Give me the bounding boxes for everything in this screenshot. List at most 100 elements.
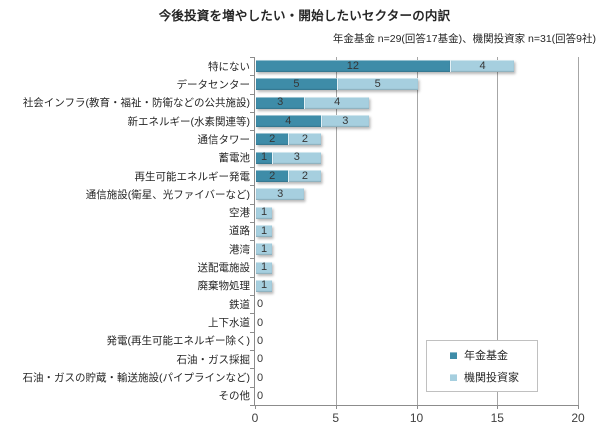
- y-axis-tick: [250, 350, 255, 352]
- y-axis-tick: [250, 276, 255, 278]
- category-label: 石油・ガス採掘: [176, 353, 251, 366]
- value-label: 4: [334, 96, 341, 109]
- y-axis-tick: [250, 111, 255, 113]
- category-label: 石油・ガスの貯蔵・輸送施設(パイプラインなど): [22, 372, 251, 385]
- legend-item-pension-funds: 年金基金: [450, 347, 537, 363]
- zero-value-label: 0: [257, 334, 264, 347]
- value-label: 5: [293, 77, 300, 90]
- legend-label-pension-funds: 年金基金: [464, 350, 508, 362]
- zero-value-label: 0: [257, 298, 264, 311]
- x-axis-tick-label: 0: [251, 411, 259, 425]
- y-axis-tick: [250, 148, 255, 150]
- bar-segment-institutional-investors: 1: [256, 206, 273, 219]
- bar-row: 3: [256, 187, 305, 201]
- y-axis-tick: [250, 221, 255, 223]
- zero-value-label: 0: [257, 389, 264, 402]
- x-axis: [254, 405, 579, 406]
- category-label: 発電(再生可能エネルギー除く): [106, 335, 251, 348]
- bar-segment-institutional-investors: 4: [449, 59, 515, 73]
- y-axis-tick: [250, 386, 255, 388]
- bar-segment-institutional-investors: 1: [256, 224, 273, 237]
- zero-value-label: 0: [257, 371, 264, 384]
- bar-segment-institutional-investors: 4: [304, 96, 370, 109]
- bar-row: 12 4: [256, 59, 515, 73]
- x-axis-tick: [416, 405, 418, 409]
- category-label: 道路: [229, 225, 250, 238]
- category-label: 再生可能エネルギー発電: [134, 170, 251, 183]
- y-axis-tick: [250, 57, 255, 58]
- value-label: 4: [479, 59, 486, 72]
- category-label: 新エネルギー(水素関連等): [127, 115, 251, 128]
- value-label: 1: [261, 242, 268, 255]
- value-label: 12: [346, 59, 360, 72]
- category-label: 通信タワー: [197, 133, 251, 146]
- bar-segment-institutional-investors: 1: [256, 279, 273, 292]
- value-label: 1: [261, 224, 268, 237]
- institutional-investors-swatch-icon: [450, 373, 457, 381]
- bar-segment-institutional-investors: 1: [256, 261, 273, 274]
- category-label: データセンター: [176, 78, 251, 91]
- chart-title: 今後投資を増やしたい・開始したいセクターの内訳: [158, 9, 451, 23]
- y-axis-tick: [250, 313, 255, 315]
- bar-segment-institutional-investors: 2: [288, 169, 321, 183]
- x-axis-tick-label: 15: [490, 411, 504, 425]
- value-label: 5: [374, 77, 381, 90]
- x-axis-tick: [255, 405, 256, 409]
- value-label: 3: [293, 151, 300, 164]
- y-axis: [254, 57, 255, 406]
- y-axis-tick: [250, 130, 255, 132]
- x-axis-tick: [335, 405, 337, 409]
- bar-segment-institutional-investors: 3: [256, 187, 305, 201]
- gridline: [578, 57, 579, 405]
- value-label: 3: [277, 187, 284, 200]
- y-axis-tick: [250, 405, 255, 406]
- gridline: [416, 57, 418, 405]
- x-axis-tick: [578, 405, 579, 409]
- bar-segment-pension-funds: 1: [256, 151, 273, 164]
- bar-segment-institutional-investors: 3: [320, 114, 370, 128]
- value-label: 3: [342, 114, 349, 127]
- bar-row: 1: [256, 206, 273, 219]
- bar-segment-pension-funds: 2: [256, 132, 289, 146]
- legend: 年金基金 機関投資家: [426, 340, 538, 392]
- y-axis-tick: [250, 166, 255, 168]
- value-label: 1: [261, 206, 268, 219]
- legend-item-institutional-investors: 機関投資家: [450, 369, 537, 385]
- y-axis-tick: [250, 203, 255, 205]
- category-label: 社会インフラ(教育・福祉・防衛などの公共施設): [22, 97, 250, 110]
- y-axis-tick: [250, 331, 255, 333]
- category-label: 鉄道: [229, 298, 250, 311]
- category-label: その他: [218, 390, 251, 403]
- value-label: 1: [261, 151, 268, 164]
- pension-funds-swatch-icon: [450, 351, 457, 359]
- x-axis-tick: [497, 405, 499, 409]
- bar-row: 1: [256, 224, 273, 237]
- y-axis-tick: [250, 240, 255, 242]
- gridline: [497, 57, 499, 405]
- chart-subtitle: 年金基金 n=29(回答17基金)、機関投資家 n=31(回答9社): [332, 33, 596, 45]
- value-label: 1: [261, 261, 268, 274]
- y-axis-tick: [250, 295, 255, 297]
- value-label: 4: [285, 114, 292, 127]
- y-axis-tick: [250, 258, 255, 260]
- bar-segment-pension-funds: 12: [256, 59, 450, 73]
- value-label: 3: [277, 96, 284, 109]
- category-label: 蓄電池: [218, 152, 251, 165]
- category-label: 上下水道: [208, 317, 250, 330]
- value-label: 1: [261, 279, 268, 292]
- bar-segment-institutional-investors: 2: [288, 133, 321, 146]
- bar-segment-pension-funds: 5: [256, 77, 337, 91]
- bar-row: 1: [256, 242, 273, 256]
- bar-segment-pension-funds: 4: [256, 114, 321, 128]
- value-label: 2: [269, 132, 276, 145]
- value-label: 2: [301, 169, 308, 182]
- y-axis-tick: [250, 368, 255, 370]
- y-axis-tick: [250, 185, 255, 187]
